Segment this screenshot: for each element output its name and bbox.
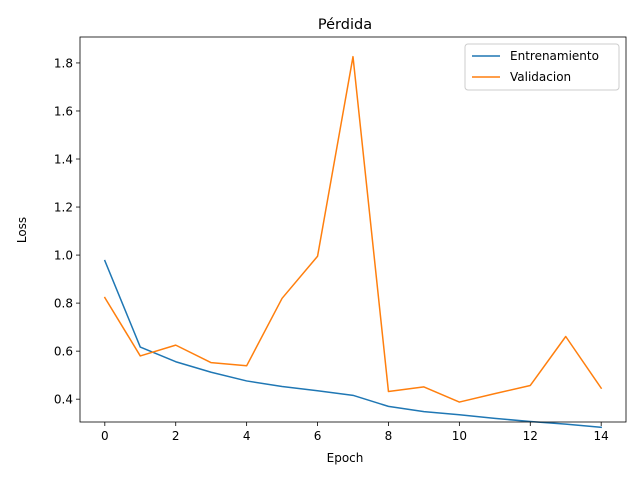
series-line-entrenamiento — [103, 259, 602, 429]
x-tick-label: 12 — [523, 429, 538, 443]
x-tick-label: 8 — [385, 429, 393, 443]
x-tick-label: 6 — [314, 429, 322, 443]
x-tick-label: 4 — [243, 429, 251, 443]
series-layer — [103, 55, 603, 429]
x-tick-label: 0 — [101, 429, 109, 443]
y-tick-label: 1.2 — [54, 201, 73, 215]
y-tick-label: 1.4 — [54, 153, 73, 167]
y-tick-label: 0.8 — [54, 297, 73, 311]
x-tick-label: 2 — [172, 429, 180, 443]
x-axis: 0 2 4 6 8 10 12 14 — [101, 422, 609, 443]
plot-frame — [79, 36, 627, 423]
y-tick-label: 1.6 — [54, 104, 73, 118]
chart-title: Pérdida — [318, 17, 372, 33]
y-axis: 0.4 0.6 0.8 1.0 1.2 1.4 1.6 1.8 — [54, 56, 80, 407]
legend-label-validacion: Validacion — [510, 70, 571, 84]
y-tick-label: 0.6 — [54, 345, 73, 359]
y-tick-label: 1.0 — [54, 249, 73, 263]
x-axis-label: Epoch — [327, 451, 364, 465]
y-tick-label: 1.8 — [54, 56, 73, 70]
x-tick-label: 14 — [594, 429, 609, 443]
y-axis-label: Loss — [15, 217, 29, 243]
series-line-validacion — [103, 55, 603, 403]
legend-box — [464, 43, 620, 91]
x-tick-label: 10 — [452, 429, 467, 443]
legend-label-entrenamiento: Entrenamiento — [510, 49, 599, 63]
y-tick-label: 0.4 — [54, 393, 73, 407]
legend: Entrenamiento Validacion — [464, 43, 620, 91]
